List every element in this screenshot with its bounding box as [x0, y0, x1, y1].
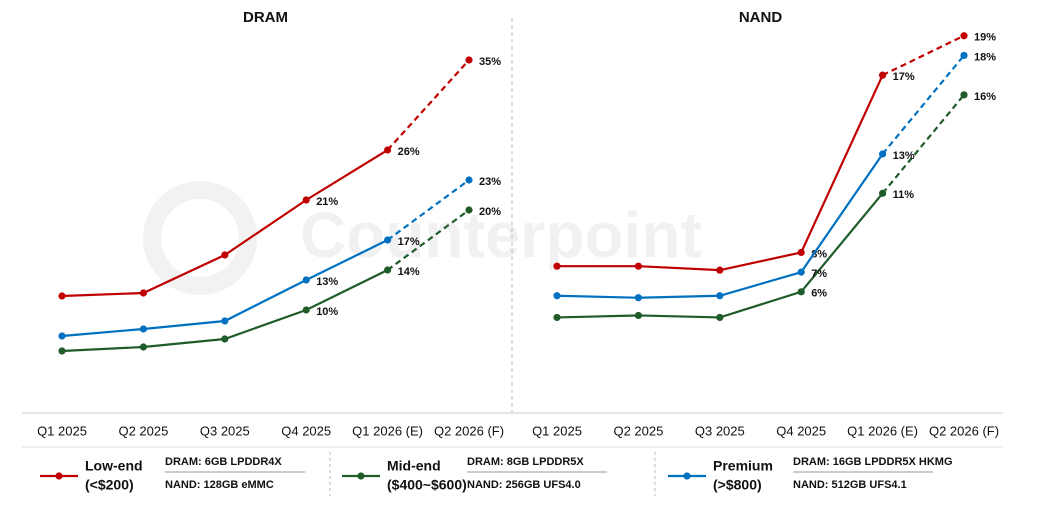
point [797, 288, 805, 296]
point [553, 313, 561, 322]
point [302, 306, 310, 314]
point [58, 347, 66, 355]
legend-dram-spec: DRAM: 8GB LPDDR5X [467, 456, 584, 468]
watermark: Counterpoint [300, 199, 702, 271]
series-line [386, 59, 470, 151]
point [716, 292, 724, 300]
point [465, 176, 473, 184]
value-label: 23% [479, 176, 501, 188]
legend-marker [55, 472, 63, 480]
point [634, 311, 643, 320]
point [302, 276, 310, 284]
value-label: 35% [479, 56, 501, 68]
point [384, 146, 392, 154]
value-label: 17% [893, 71, 915, 83]
legend-name: Low-end [85, 458, 143, 474]
point [58, 332, 66, 340]
legend-price: (<$200) [85, 477, 134, 493]
watermark-logo [143, 181, 257, 295]
point [221, 251, 229, 259]
legend-nand-spec: NAND: 128GB eMMC [165, 479, 274, 491]
value-label: 13% [316, 276, 338, 288]
value-label: 11% [893, 189, 915, 201]
point [797, 248, 805, 257]
value-label: 20% [479, 206, 501, 218]
series-line [882, 34, 965, 77]
x-tick-label: Q3 2025 [200, 423, 250, 438]
x-tick-label: Q1 2026 (E) [352, 423, 423, 438]
x-tick-label: Q2 2026 (F) [929, 423, 999, 438]
chart-title: NAND [739, 9, 782, 26]
x-tick-label: Q3 2025 [695, 423, 745, 438]
series-line [386, 179, 470, 241]
value-label: 10% [316, 306, 338, 318]
point [221, 317, 229, 325]
point [465, 56, 473, 64]
point [384, 266, 392, 274]
point [139, 325, 147, 333]
legend-price: ($400~$600) [387, 477, 467, 493]
series-line [881, 54, 965, 155]
point [960, 91, 968, 99]
legend-name: Premium [713, 458, 773, 474]
point [960, 32, 968, 40]
x-tick-label: Q2 2026 (F) [434, 423, 504, 438]
point [960, 51, 968, 60]
point [879, 71, 887, 79]
x-tick-label: Q1 2026 (E) [847, 423, 918, 438]
legend-marker [683, 472, 691, 480]
point [797, 268, 805, 276]
point [634, 294, 643, 302]
point [553, 292, 561, 300]
point [716, 313, 724, 322]
point [139, 289, 147, 297]
value-label: 7% [811, 268, 827, 280]
point [221, 335, 229, 343]
value-label: 21% [316, 196, 338, 208]
value-label: 6% [811, 288, 827, 300]
chart-title: DRAM [243, 9, 288, 26]
value-label: 16% [974, 91, 996, 103]
legend-nand-spec: NAND: 256GB UFS4.0 [467, 479, 581, 491]
legend-dram-spec: DRAM: 6GB LPDDR4X [165, 456, 282, 468]
value-label: 18% [974, 51, 996, 63]
value-label: 17% [398, 236, 420, 248]
legend-price: (>$800) [713, 477, 762, 493]
value-label: 14% [398, 266, 420, 278]
point [465, 206, 473, 214]
point [58, 292, 66, 300]
point [139, 343, 147, 351]
point [634, 262, 643, 270]
legend-name: Mid-end [387, 458, 441, 474]
point [553, 262, 561, 270]
x-tick-label: Q4 2025 [776, 423, 826, 438]
point [302, 196, 310, 204]
point [384, 236, 392, 244]
x-tick-label: Q2 2025 [613, 423, 663, 438]
x-tick-label: Q1 2025 [532, 423, 582, 438]
series-line [386, 209, 470, 271]
value-label: 13% [893, 150, 915, 162]
x-tick-label: Q1 2025 [37, 423, 87, 438]
point [716, 266, 724, 274]
legend-dram-spec: DRAM: 16GB LPDDR5X HKMG [793, 456, 953, 468]
point [879, 150, 887, 158]
value-label: 19% [974, 32, 996, 44]
series-line [881, 94, 965, 195]
legend-nand-spec: NAND: 512GB UFS4.1 [793, 479, 907, 491]
x-tick-label: Q4 2025 [281, 423, 331, 438]
x-tick-label: Q2 2025 [118, 423, 168, 438]
point [879, 189, 887, 197]
value-label: 26% [398, 146, 420, 158]
legend-marker [357, 472, 365, 480]
